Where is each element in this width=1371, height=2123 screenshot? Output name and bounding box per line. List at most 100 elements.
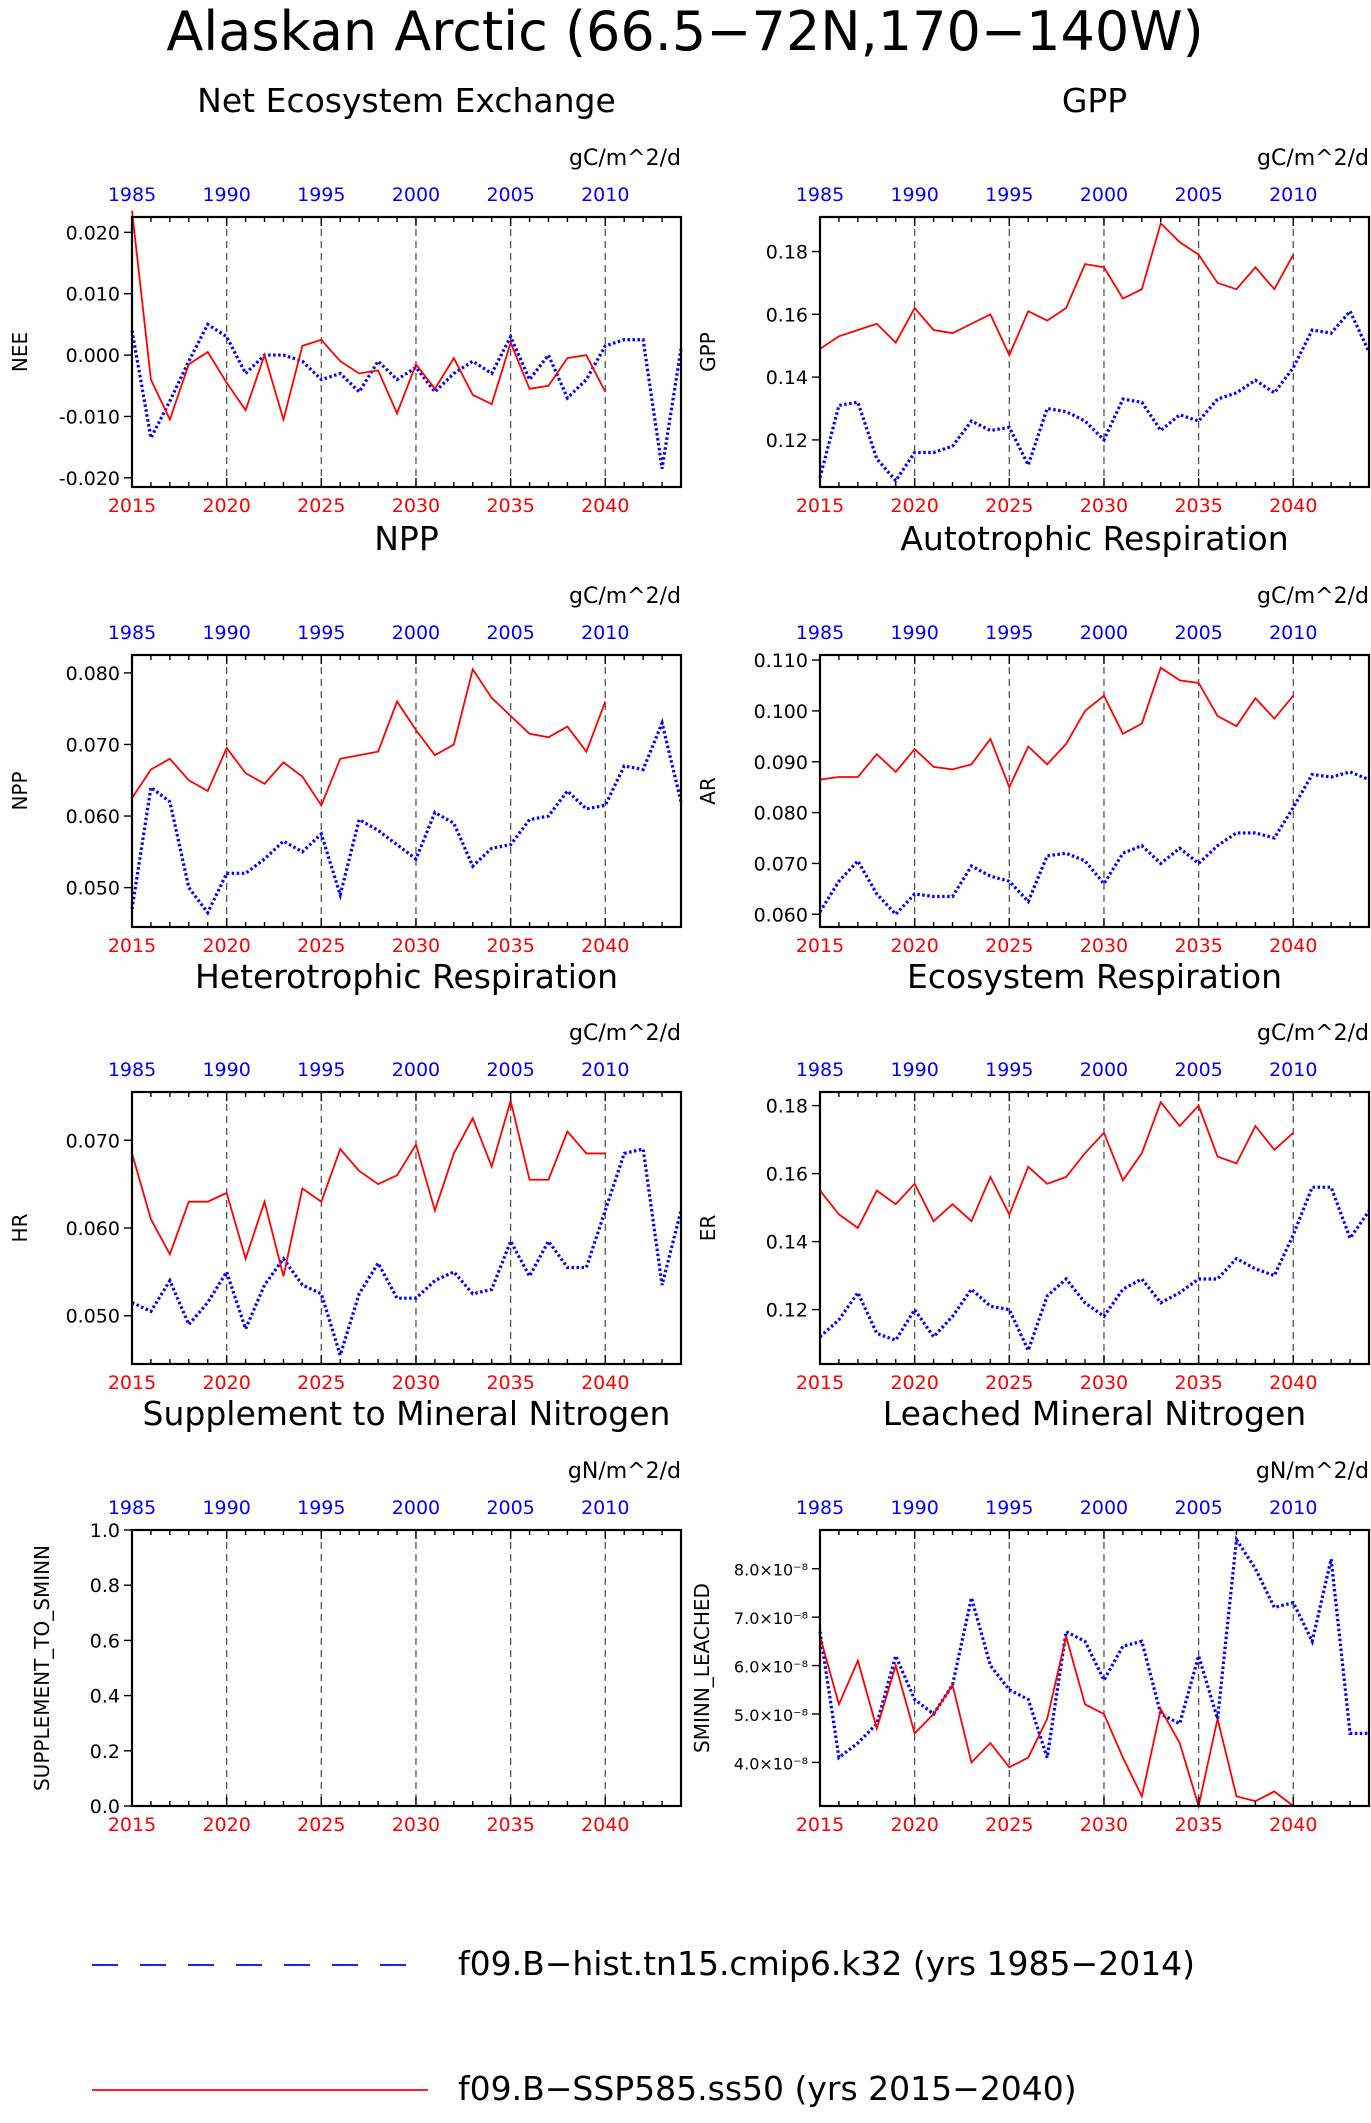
y-tick-label: 0.050 <box>66 1306 120 1328</box>
x-tick-label-bottom: 2025 <box>297 1372 345 1394</box>
legend: f09.B−hist.tn15.cmip6.k32 (yrs 1985−2014… <box>92 1944 1195 2108</box>
x-tick-label-bottom: 2015 <box>796 1814 844 1836</box>
x-tick-label-top: 2000 <box>392 1497 440 1519</box>
x-tick-label-top: 1990 <box>202 184 250 206</box>
series-line-historical <box>818 308 1371 484</box>
x-tick-label-top: 2010 <box>1269 1497 1317 1519</box>
series-line-historical <box>818 1535 1369 1761</box>
x-tick-label-bottom: 2030 <box>1080 1372 1128 1394</box>
panel-title: Leached Mineral Nitrogen <box>883 1394 1306 1433</box>
panel-title: Supplement to Mineral Nitrogen <box>143 1394 671 1433</box>
y-axis-label: GPP <box>696 332 720 372</box>
y-tick-label: 0.020 <box>66 222 120 244</box>
y-tick-label: 8.0×10⁻⁸ <box>734 1561 808 1580</box>
x-tick-label-top: 2005 <box>1174 184 1222 206</box>
y-tick-label: 0.080 <box>754 803 808 825</box>
plot-frame <box>130 1528 683 1808</box>
y-tick-label: 0.6 <box>90 1630 120 1652</box>
x-tick-label-bottom: 2035 <box>1174 495 1222 517</box>
y-tick-label: 0.070 <box>66 1130 120 1152</box>
units-label: gN/m^2/d <box>568 1459 681 1484</box>
figure-title: Alaskan Arctic (66.5−72N,170−140W) <box>166 0 1203 63</box>
x-tick-label-top: 2005 <box>1174 1497 1222 1519</box>
y-tick-label: 0.14 <box>766 367 808 389</box>
x-tick-label-top: 1995 <box>985 1059 1033 1081</box>
legend-label-ssp585: f09.B−SSP585.ss50 (yrs 2015−2040) <box>458 2069 1077 2108</box>
x-tick-label-bottom: 2035 <box>486 495 534 517</box>
y-tick-label: 0.4 <box>90 1686 120 1708</box>
x-tick-label-bottom: 2040 <box>1269 1372 1317 1394</box>
x-tick-label-bottom: 2035 <box>486 1814 534 1836</box>
x-tick-label-bottom: 2040 <box>581 935 629 957</box>
series-line-historical <box>131 1147 683 1361</box>
x-tick-label-bottom: 2020 <box>890 935 938 957</box>
x-tick-label-bottom: 2035 <box>486 1372 534 1394</box>
x-tick-label-bottom: 2035 <box>1174 1814 1222 1836</box>
x-tick-label-top: 2005 <box>486 184 534 206</box>
x-tick-label-bottom: 2035 <box>1174 935 1222 957</box>
x-tick-label-top: 1995 <box>985 622 1033 644</box>
x-tick-label-bottom: 2020 <box>202 1814 250 1836</box>
series-line-ssp585 <box>819 1100 1294 1230</box>
x-tick-label-top: 1985 <box>108 1497 156 1519</box>
x-tick-label-top: 2000 <box>1080 184 1128 206</box>
units-label: gC/m^2/d <box>1257 1021 1369 1046</box>
x-tick-label-bottom: 2040 <box>1269 1814 1317 1836</box>
y-tick-label: 0.100 <box>754 701 808 723</box>
series-line-ssp585 <box>131 210 607 423</box>
x-tick-label-top: 1990 <box>890 1059 938 1081</box>
series-line-ssp585 <box>131 1097 606 1277</box>
y-tick-label: 0.090 <box>754 752 808 774</box>
x-tick-label-top: 2010 <box>581 184 629 206</box>
x-tick-label-top: 2005 <box>486 1059 534 1081</box>
x-tick-label-top: 1990 <box>890 622 938 644</box>
x-tick-label-top: 1990 <box>202 1059 250 1081</box>
x-tick-label-bottom: 2025 <box>985 495 1033 517</box>
x-tick-label-bottom: 2040 <box>1269 495 1317 517</box>
x-tick-label-top: 1985 <box>108 184 156 206</box>
plot-frame <box>130 653 683 929</box>
y-axis-label: ER <box>696 1215 720 1242</box>
x-tick-label-top: 2005 <box>1174 622 1222 644</box>
x-tick-label-top: 2010 <box>581 622 629 644</box>
panel-title: Autotrophic Respiration <box>900 519 1288 558</box>
panel-sminn-leached: Leached Mineral Nitrogen gN/m^2/d 2015 2020… <box>690 1394 1371 1836</box>
y-tick-label: 0.050 <box>66 878 120 900</box>
x-tick-label-top: 1995 <box>297 622 345 644</box>
series-line-ssp585 <box>819 221 1295 358</box>
y-axis-label: NPP <box>8 771 32 810</box>
x-tick-label-top: 2010 <box>581 1059 629 1081</box>
x-tick-label-bottom: 2040 <box>581 1372 629 1394</box>
x-tick-label-top: 1990 <box>890 1497 938 1519</box>
x-tick-label-bottom: 2025 <box>297 495 345 517</box>
x-tick-label-top: 2005 <box>1174 1059 1222 1081</box>
x-tick-label-bottom: 2020 <box>890 1814 938 1836</box>
x-tick-label-top: 1985 <box>796 622 844 644</box>
x-tick-label-bottom: 2030 <box>392 935 440 957</box>
y-tick-label: -0.010 <box>59 406 120 428</box>
units-label: gC/m^2/d <box>1257 584 1369 609</box>
y-tick-label: 1.0 <box>90 1520 120 1542</box>
y-axis-label: AR <box>696 777 720 805</box>
x-tick-label-top: 2000 <box>392 184 440 206</box>
panel-hr: Heterotrophic Respiration gC/m^2/d 2015 202… <box>8 957 683 1394</box>
units-label: gC/m^2/d <box>569 584 681 609</box>
y-tick-label: 0.060 <box>66 1218 120 1240</box>
x-tick-label-bottom: 2030 <box>392 1372 440 1394</box>
panel-ar: Autotrophic Respiration gC/m^2/d 2015 2020 2… <box>696 519 1371 957</box>
plot-frame <box>818 215 1371 489</box>
y-tick-label: 0.18 <box>766 1096 808 1118</box>
panel-title: GPP <box>1062 81 1127 120</box>
series-line-historical <box>130 717 683 916</box>
series-line-ssp585 <box>819 666 1294 790</box>
y-tick-label: 7.0×10⁻⁸ <box>734 1609 808 1628</box>
x-tick-label-top: 1995 <box>297 1497 345 1519</box>
x-tick-label-top: 2010 <box>1269 1059 1317 1081</box>
y-tick-label: 0.16 <box>766 1164 808 1186</box>
y-tick-label: 0.110 <box>754 650 808 672</box>
y-tick-label: 0.12 <box>766 1300 808 1322</box>
x-tick-label-top: 2010 <box>1269 622 1317 644</box>
units-label: gN/m^2/d <box>1256 1459 1369 1484</box>
